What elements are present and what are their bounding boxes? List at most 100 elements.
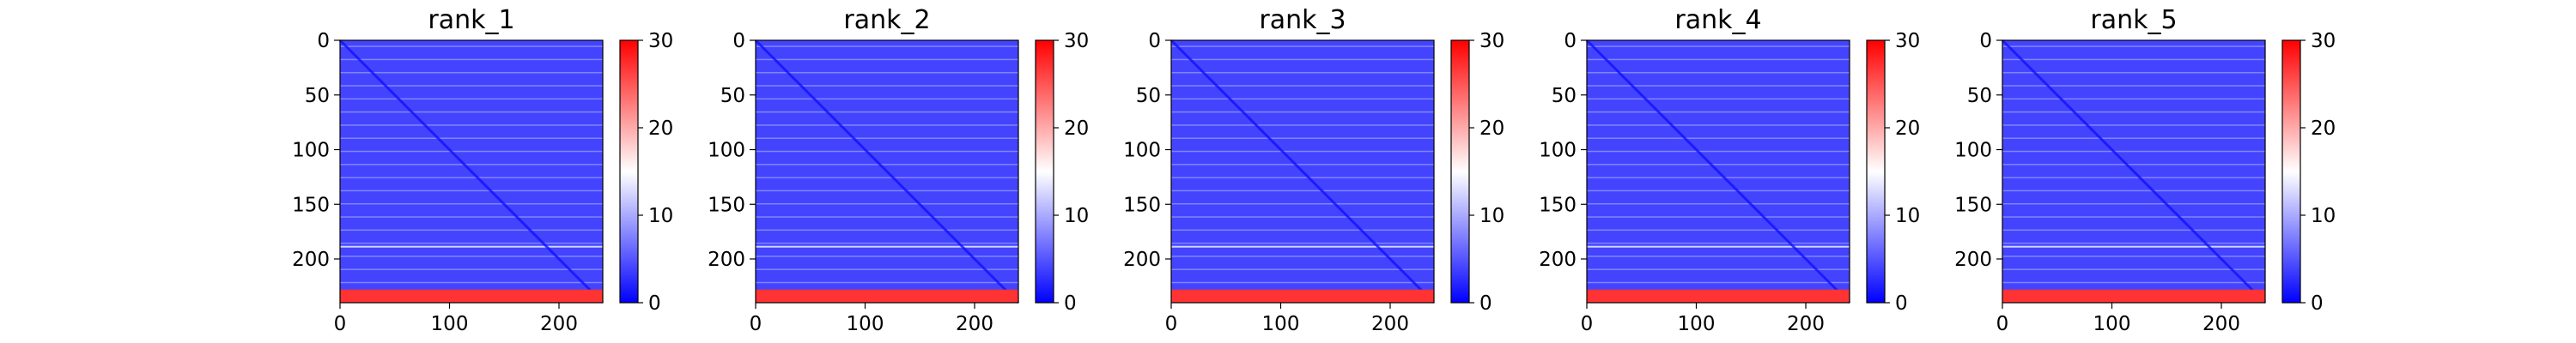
heatmap-stripe [756, 245, 1018, 248]
heatmap-stripe [1171, 245, 1434, 248]
heatmap-stripe [756, 256, 1018, 257]
plot-frame [339, 39, 604, 304]
x-tick-label: 0 [1581, 313, 1594, 335]
heatmap-stripe [340, 242, 603, 244]
heatmap-stripe [1587, 85, 1850, 87]
heatmap-stripe [756, 45, 1018, 47]
colorbar-tick-label: 30 [2311, 30, 2336, 52]
heatmap-stripe [1587, 242, 1850, 244]
heatmap-stripe [340, 137, 603, 139]
heatmap-stripe [340, 98, 603, 100]
heatmap-stripe [756, 229, 1018, 232]
heatmap-stripe [340, 202, 603, 205]
colorbar-tick-label: 20 [648, 117, 673, 140]
heatmap-stripe [340, 268, 603, 270]
plot-frame [2002, 39, 2266, 304]
heatmap-panel-2: rank_2 0 100 200 0 50 100 150 200 0 10 20 30 [708, 5, 1089, 335]
heatmap-stripe [1587, 150, 1850, 153]
colorbar [619, 39, 639, 304]
y-tick-label: 100 [1954, 140, 1992, 162]
heatmap-stripe [2002, 202, 2265, 205]
heatmap-diagonal [754, 39, 1020, 304]
colorbar-tick-label: 20 [1479, 117, 1504, 140]
plot-frame [1586, 39, 1850, 304]
heatmap-stripe [1171, 177, 1434, 178]
heatmap-panel-4: rank_4 0 100 200 0 50 100 150 200 0 10 20 30 [1539, 5, 1920, 335]
heatmap-stripe [1171, 268, 1434, 270]
heatmap-stripe [2002, 190, 2265, 192]
y-tick-label: 200 [1954, 249, 1992, 271]
heatmap-stripe [1171, 190, 1434, 192]
x-tick-label: 100 [1262, 313, 1300, 335]
heatmap-stripe [2002, 45, 2265, 47]
y-tick-label: 200 [1123, 249, 1161, 271]
heatmap-stripe [2002, 256, 2265, 257]
x-tick-label: 200 [1787, 313, 1825, 335]
heatmap-stripe [340, 150, 603, 153]
heatmap-stripe [756, 268, 1018, 270]
y-tick-label: 150 [292, 194, 330, 216]
y-tick-label: 50 [1552, 85, 1577, 107]
colorbar-tick-label: 0 [1064, 292, 1077, 315]
heatmap-stripe [1587, 58, 1850, 61]
plot-frame [1170, 39, 1435, 304]
heatmap-stripe [1587, 98, 1850, 100]
heatmap-stripe [1587, 164, 1850, 165]
heatmap-stripe [340, 85, 603, 87]
x-tick-label: 0 [750, 313, 762, 335]
heatmap-stripe [1171, 164, 1434, 165]
heatmap-stripe [1171, 137, 1434, 139]
heatmap-panel-5: rank_5 0 100 200 0 50 100 150 200 0 10 20 30 [1954, 5, 2336, 335]
y-tick-label: 0 [1564, 30, 1577, 52]
heatmap-stripe [340, 111, 603, 113]
heatmap-stripe [340, 58, 603, 61]
colorbar-tick-label: 10 [1895, 205, 1920, 227]
x-tick-label: 200 [956, 313, 993, 335]
heatmap-stripe [1171, 202, 1434, 205]
x-tick-label: 0 [1996, 313, 2009, 335]
heatmap-stripe [2002, 164, 2265, 165]
y-tick-label: 100 [292, 140, 330, 162]
heatmap-stripe [340, 281, 603, 284]
heatmap-stripe [1587, 268, 1850, 270]
y-tick-label: 200 [708, 249, 745, 271]
heatmap-stripe [1171, 124, 1434, 126]
heatmap-stripe [1587, 202, 1850, 205]
heatmap-stripe [340, 216, 603, 218]
colorbar-tick-label: 30 [1479, 30, 1504, 52]
heatmap-stripe [756, 111, 1018, 113]
heatmap-stripe [2002, 58, 2265, 61]
panel-title: rank_5 [2090, 5, 2177, 35]
heatmap-stripe [1171, 111, 1434, 113]
x-tick-label: 200 [2202, 313, 2240, 335]
colorbar-tick-label: 0 [648, 292, 661, 315]
heatmap-high-band [756, 289, 1018, 303]
heatmap-panel-1: rank_1 0 100 200 0 50 100 150 200 0 10 20 30 [292, 5, 673, 335]
heatmap-stripe [1587, 216, 1850, 218]
heatmap-stripe [1587, 177, 1850, 178]
x-tick-label: 100 [2093, 313, 2131, 335]
heatmap-stripe [1587, 111, 1850, 113]
heatmap-stripe [756, 202, 1018, 205]
heatmap-stripe [2002, 177, 2265, 178]
colorbar-tick-label: 0 [1895, 292, 1908, 315]
x-tick-label: 100 [431, 313, 469, 335]
colorbar [1450, 39, 1470, 304]
colorbar-tick-label: 0 [1479, 292, 1492, 315]
colorbar-tick-label: 0 [2311, 292, 2324, 315]
heatmap-stripe [2002, 98, 2265, 100]
heatmap-stripe [340, 164, 603, 165]
heatmap-stripe [1171, 242, 1434, 244]
heatmap-stripe [340, 45, 603, 47]
panel-title: rank_4 [1674, 5, 1761, 35]
heatmap-stripe [2002, 245, 2265, 248]
y-tick-label: 200 [292, 249, 330, 271]
heatmap-diagonal [338, 39, 605, 304]
colorbar-tick-label: 30 [648, 30, 673, 52]
heatmap-stripe [340, 256, 603, 257]
heatmap-stripe [1587, 45, 1850, 47]
colorbar-tick-label: 20 [1064, 117, 1089, 140]
y-tick-label: 0 [732, 30, 745, 52]
heatmap-stripe [2002, 85, 2265, 87]
